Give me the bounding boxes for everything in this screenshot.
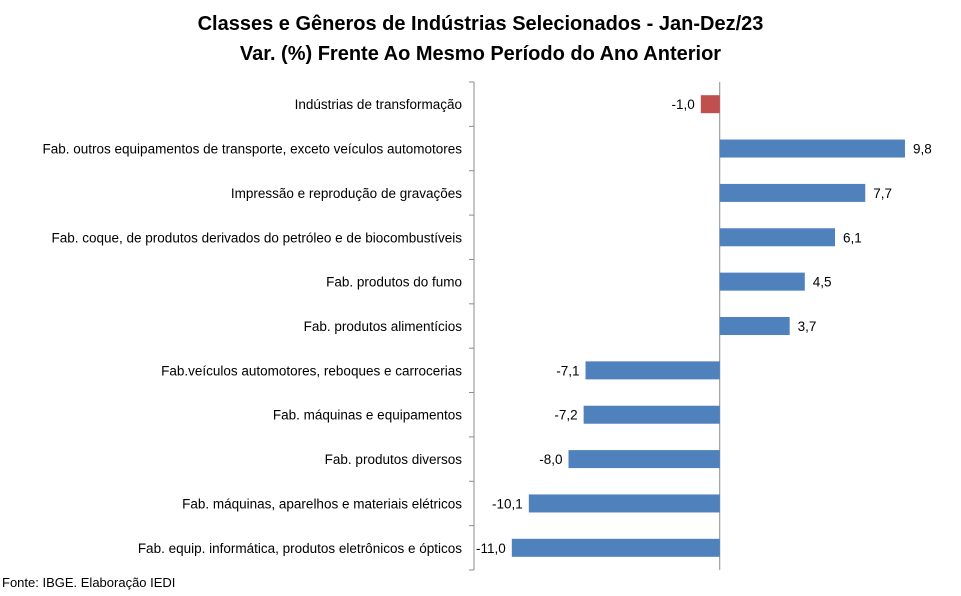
category-label: Fab. outros equipamentos de transporte, … bbox=[43, 142, 463, 157]
value-label: -1,0 bbox=[672, 97, 695, 112]
category-label: Fab. máquinas e equipamentos bbox=[273, 408, 462, 423]
bar bbox=[528, 494, 720, 513]
value-label: -7,1 bbox=[556, 363, 579, 378]
category-label: Indústrias de transformação bbox=[295, 97, 462, 112]
bar bbox=[568, 450, 720, 469]
bar bbox=[700, 95, 720, 114]
bar bbox=[585, 361, 720, 380]
chart-title: Classes e Gêneros de Indústrias Selecion… bbox=[197, 13, 764, 35]
bar bbox=[719, 139, 905, 158]
value-label: 3,7 bbox=[798, 319, 817, 334]
bar bbox=[719, 228, 836, 247]
value-label: 9,8 bbox=[913, 142, 932, 157]
bar bbox=[719, 272, 805, 291]
category-label: Fab. produtos diversos bbox=[325, 452, 463, 467]
value-label: 4,5 bbox=[813, 275, 832, 290]
category-label: Fab.veículos automotores, reboques e car… bbox=[161, 363, 462, 378]
value-label: -10,1 bbox=[492, 496, 523, 511]
value-label: -7,2 bbox=[554, 408, 577, 423]
category-label: Impressão e reprodução de gravações bbox=[231, 186, 462, 201]
category-label: Fab. máquinas, aparelhos e materiais elé… bbox=[182, 496, 462, 511]
source-note: Fonte: IBGE. Elaboração IEDI bbox=[2, 575, 176, 590]
value-label: -8,0 bbox=[539, 452, 562, 467]
value-label: 7,7 bbox=[873, 186, 892, 201]
chart-subtitle: Var. (%) Frente Ao Mesmo Período do Ano … bbox=[239, 43, 722, 65]
bar bbox=[511, 538, 720, 557]
category-label: Fab. produtos alimentícios bbox=[304, 319, 463, 334]
category-label: Fab. equip. informática, produtos eletrô… bbox=[138, 541, 462, 556]
bar bbox=[583, 405, 720, 424]
bar bbox=[719, 183, 866, 202]
category-label: Fab. coque, de produtos derivados do pet… bbox=[51, 230, 462, 245]
bar bbox=[719, 317, 790, 335]
value-label: 6,1 bbox=[843, 230, 862, 245]
category-label: Fab. produtos do fumo bbox=[326, 275, 462, 290]
value-label: -11,0 bbox=[476, 541, 506, 556]
